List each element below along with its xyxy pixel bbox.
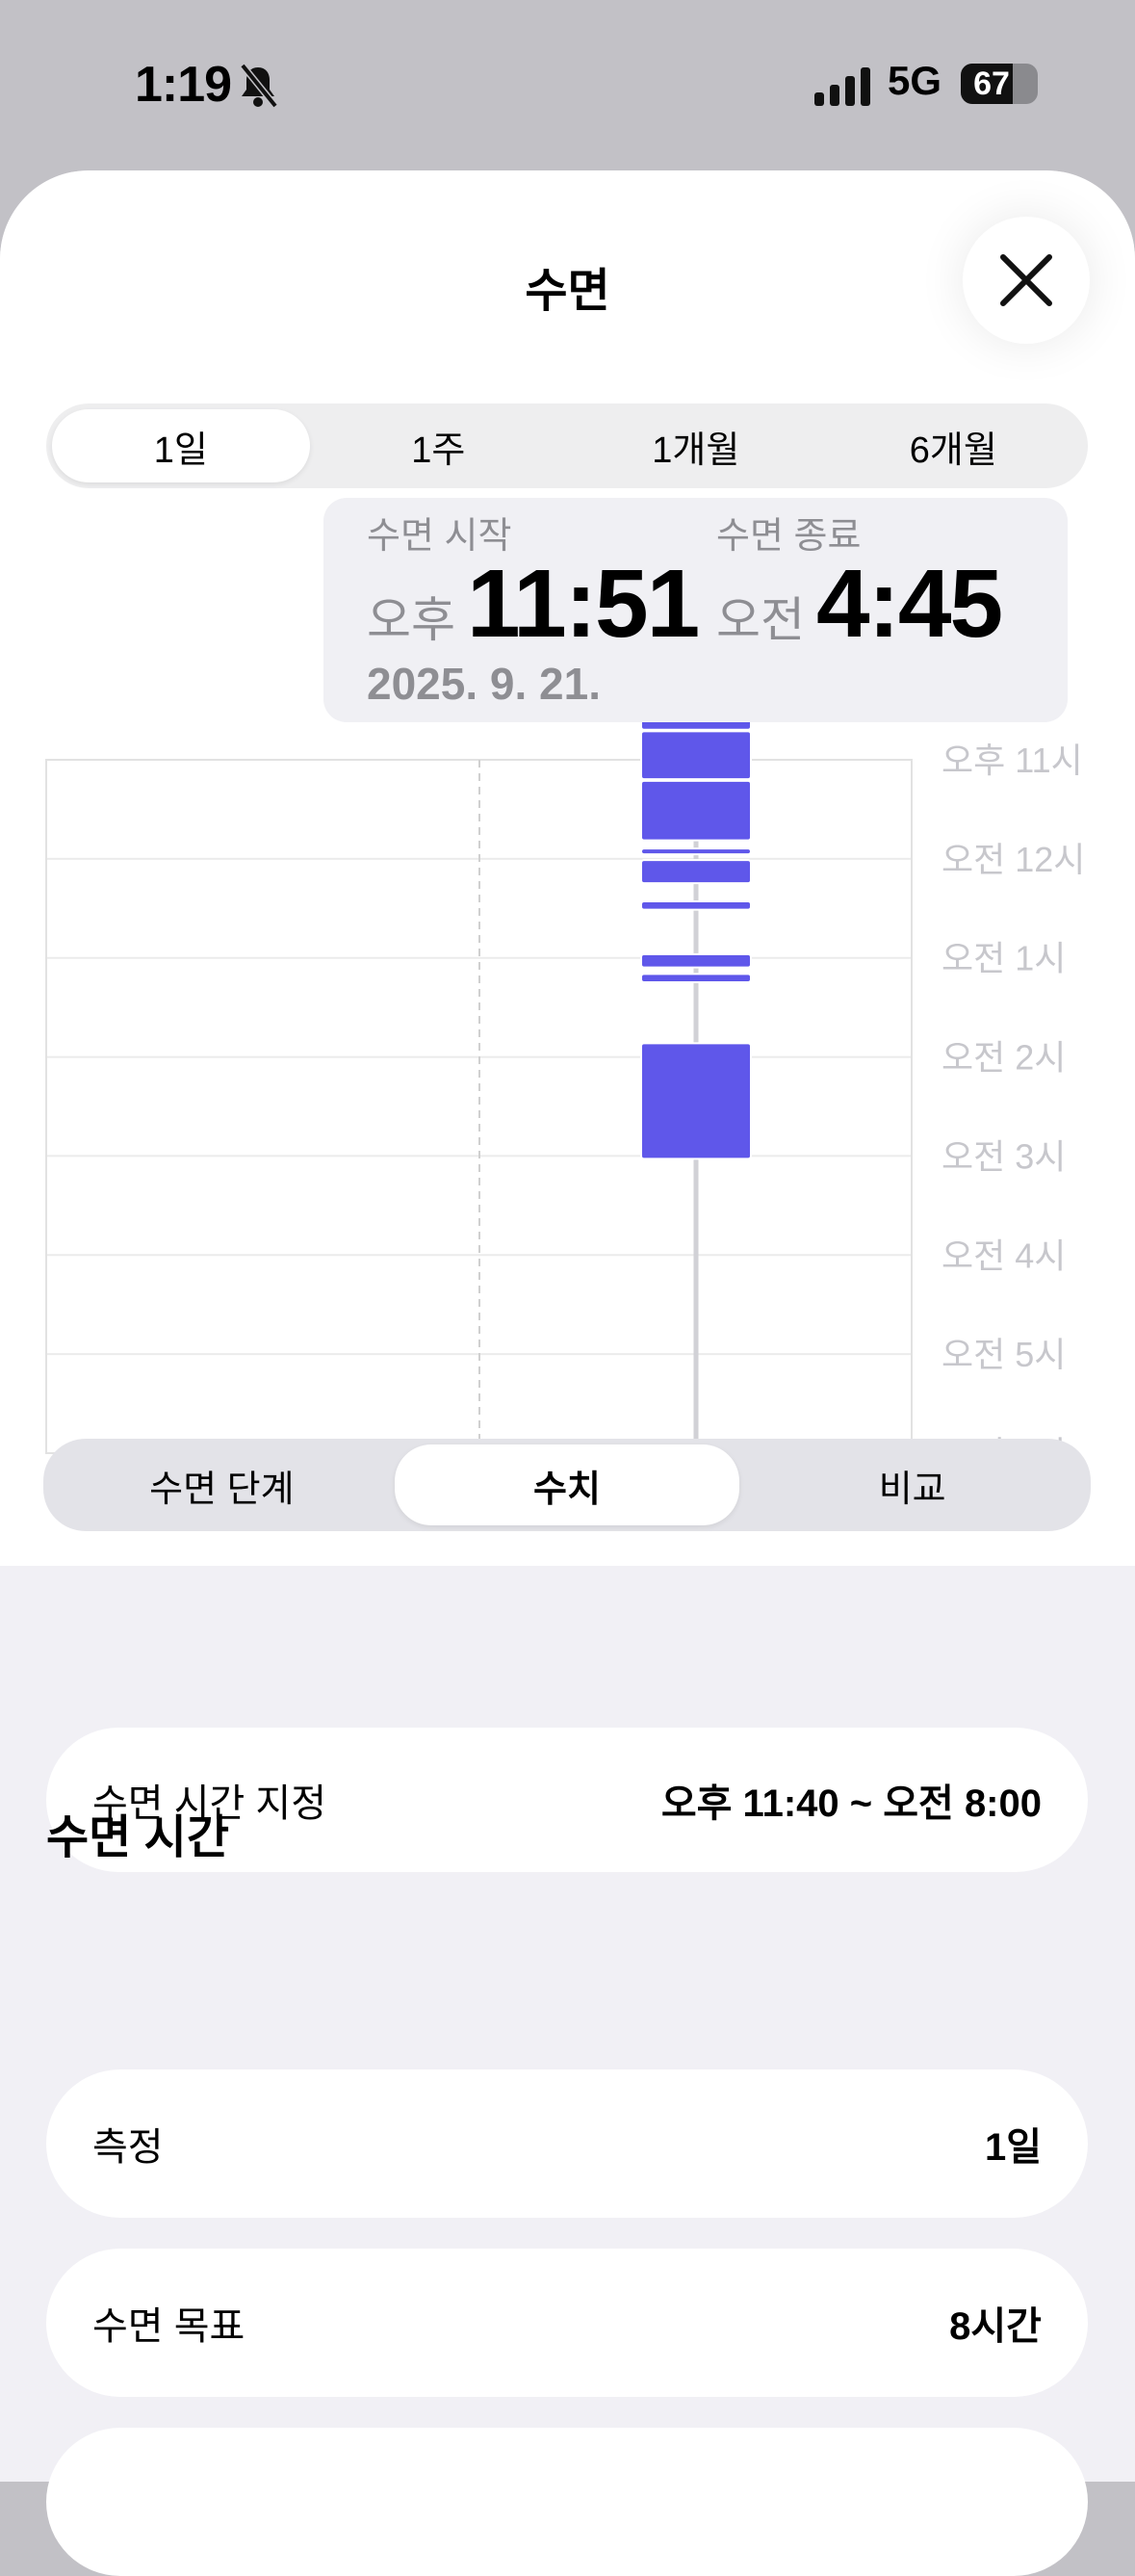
- range-segmented-control: 1일 1주 1개월 6개월: [46, 403, 1088, 488]
- chart-panel: [0, 170, 1135, 1566]
- sleep-bar: [640, 900, 752, 911]
- tab-sleep-stages[interactable]: 수면 단계: [149, 1469, 295, 1510]
- plot-frame: [45, 759, 913, 1454]
- end-time: 4:45: [816, 550, 1003, 658]
- tab-1-day[interactable]: 1일: [52, 409, 310, 482]
- end-label: 수면 종료: [716, 516, 862, 557]
- measure-row: 측정 1일: [46, 2069, 1088, 2218]
- y-tick-label: 오후 11시: [942, 741, 1083, 780]
- start-time: 11:51: [467, 550, 700, 658]
- measure-value: 1일: [984, 2126, 1042, 2169]
- schedule-value: 오후 11:40 ~ 오전 8:00: [660, 1782, 1042, 1825]
- end-ampm: 오전: [716, 593, 805, 647]
- y-tick-label: 오전 12시: [942, 840, 1085, 879]
- sleep-date: 2025. 9. 21.: [367, 659, 601, 709]
- tab-6-months[interactable]: 6개월: [909, 429, 997, 471]
- page-title: 수면: [525, 266, 610, 317]
- detail-segmented-control: 수면 단계 수치 비교: [43, 1439, 1091, 1531]
- sleep-bar: [640, 779, 752, 842]
- sleep-bar: [640, 1042, 752, 1160]
- start-ampm: 오후: [367, 593, 455, 647]
- y-tick-label: 오전 3시: [942, 1136, 1066, 1176]
- section-title: 수면 시간: [46, 1812, 229, 1863]
- tab-compare[interactable]: 비교: [878, 1469, 946, 1510]
- sleep-schedule-row[interactable]: 수면 시간 지정 오후 11:40 ~ 오전 8:00: [46, 1728, 1088, 1872]
- battery-icon: 67: [961, 64, 1038, 104]
- bell-muted-icon: [240, 63, 278, 109]
- goal-label: 수면 목표: [92, 2305, 245, 2348]
- sleep-bar: [640, 952, 752, 969]
- network-type: 5G: [888, 58, 942, 103]
- next-row: [46, 2428, 1088, 2576]
- schedule-label: 수면 시간 지정: [92, 1782, 327, 1825]
- sleep-goal-row: 수면 목표 8시간: [46, 2249, 1088, 2397]
- measure-label: 측정: [92, 2126, 164, 2169]
- y-tick-label: 오전 1시: [942, 939, 1066, 978]
- sleep-tooltip: 수면 시작 수면 종료 오후 11:51 오전 4:45 2025. 9. 21…: [323, 498, 1068, 722]
- y-tick-label: 오전 5시: [942, 1335, 1066, 1374]
- tab-1-week[interactable]: 1주: [411, 429, 466, 471]
- sleep-bar: [640, 847, 752, 856]
- close-icon: [1000, 254, 1052, 306]
- signal-icon: [814, 67, 870, 106]
- tab-metrics[interactable]: 수치: [394, 1444, 740, 1525]
- tab-1-month[interactable]: 1개월: [652, 429, 740, 471]
- sleep-bar: [640, 973, 752, 984]
- battery-percent: 67: [973, 65, 1010, 102]
- sleep-bar: [640, 730, 752, 781]
- y-tick-label: 오전 4시: [942, 1236, 1066, 1275]
- start-label: 수면 시작: [367, 516, 512, 557]
- status-time: 1:19: [135, 57, 232, 113]
- sleep-bar: [640, 722, 752, 731]
- sleep-bar: [640, 859, 752, 885]
- close-button[interactable]: [963, 217, 1090, 344]
- y-tick-label: 오전 2시: [942, 1038, 1066, 1078]
- goal-value: 8시간: [949, 2305, 1042, 2348]
